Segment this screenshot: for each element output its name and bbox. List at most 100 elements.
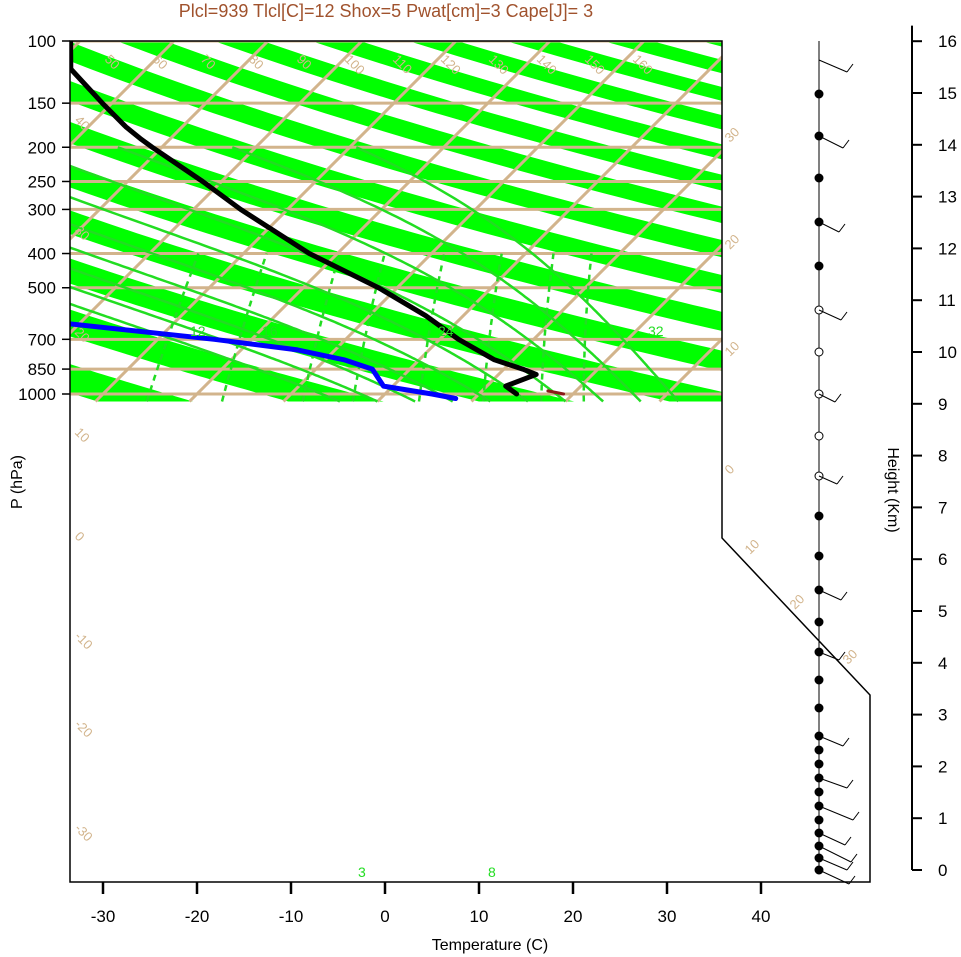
wind-barb-flag <box>840 591 848 601</box>
temperature-tick-label: -20 <box>185 907 210 926</box>
wind-barb-flag <box>850 853 858 863</box>
wind-barb-flag <box>846 63 854 73</box>
mixing-ratio-line <box>351 253 386 402</box>
mixing-ratio-label: 32 <box>648 323 664 339</box>
adiabat-band <box>0 41 2 402</box>
mixing-ratio-line <box>145 253 200 402</box>
height-tick-label: 13 <box>938 188 957 207</box>
height-tick-label: 11 <box>938 291 956 310</box>
wind-barb-flag <box>834 393 842 403</box>
wind-barb <box>818 857 848 871</box>
wind-barb <box>818 135 844 149</box>
x-axis-label: Temperature (C) <box>432 937 548 954</box>
wind-level-marker <box>814 511 824 521</box>
mixing-ratio-line <box>301 253 341 402</box>
wind-barb-flag <box>846 779 854 789</box>
temperature-tick-label: 30 <box>658 907 677 926</box>
wind-level-marker <box>814 551 824 561</box>
wind-level-marker <box>814 261 824 271</box>
isotherm-line <box>376 41 740 403</box>
wind-level-marker <box>814 89 824 99</box>
isotherm-line <box>70 41 270 403</box>
height-tick-label: 6 <box>938 550 947 569</box>
wind-barb-profile <box>814 41 860 885</box>
temperature-tick-label: 0 <box>380 907 389 926</box>
y-axis-label: P (hPa) <box>9 455 26 509</box>
isotherm-line <box>70 41 176 403</box>
mixing-ratio-label: 16 <box>262 323 278 339</box>
wind-level-marker <box>814 431 824 441</box>
wind-barb-flag <box>842 737 850 747</box>
mixing-ratio-line <box>582 253 593 402</box>
adiabat-label: -20 <box>72 717 96 741</box>
sounding-profiles <box>70 41 566 401</box>
wind-level-marker <box>814 745 824 755</box>
adiabat-label: -10 <box>72 629 96 653</box>
pressure-tick-label: 500 <box>28 279 56 298</box>
adiabat-label: -30 <box>72 821 96 845</box>
moist-adiabat-line <box>70 146 529 403</box>
isotherm-label-right: 20 <box>722 231 743 252</box>
temperature-tick-label: 20 <box>564 907 583 926</box>
height-tick-label: 3 <box>938 706 947 725</box>
wind-level-marker <box>814 787 824 797</box>
moist-adiabat-line <box>231 146 642 403</box>
height-tick-label: 16 <box>938 32 957 51</box>
height-tick-label: 4 <box>938 654 947 673</box>
wind-level-marker <box>814 675 824 685</box>
pressure-tick-label: 700 <box>28 330 56 349</box>
height-tick-label: 14 <box>938 136 957 155</box>
plot-frame <box>69 40 871 883</box>
wind-barb <box>818 475 838 485</box>
wind-barb-flag <box>838 223 846 233</box>
temperature-tick-label: -30 <box>91 907 116 926</box>
temperature-tick-label: 10 <box>470 907 489 926</box>
wind-barb-flag <box>840 311 848 321</box>
wind-barb <box>818 869 850 885</box>
wind-barb <box>818 735 844 747</box>
mixing-ratio-line <box>481 253 503 402</box>
moist-adiabat-line <box>117 146 604 403</box>
pressure-tick-label: 400 <box>28 245 56 264</box>
wind-barb-flag <box>836 475 844 485</box>
pressure-axis: 100 150 200 250 300 400 500 700 850 1000 <box>18 32 70 404</box>
moist-adiabat-line <box>70 146 454 403</box>
wind-barb <box>818 845 852 863</box>
mixing-ratio-line <box>539 253 555 402</box>
dewpoint-profile <box>70 41 459 401</box>
pressure-tick-label: 250 <box>28 172 56 191</box>
mixing-ratio-label: 3 <box>358 864 366 880</box>
wind-barb <box>818 589 842 601</box>
wind-level-marker <box>814 617 824 627</box>
wind-barb <box>818 59 848 73</box>
mixing-ratio-label: 12 <box>190 323 206 339</box>
wind-level-marker <box>814 815 824 825</box>
wind-level-marker <box>814 703 824 713</box>
pressure-tick-label: 1000 <box>18 385 56 404</box>
pressure-tick-label: 300 <box>28 200 56 219</box>
temperature-axis: -30 -20 -10 0 10 20 30 40 <box>91 882 770 926</box>
wind-barb-flag <box>848 875 856 885</box>
isotherm-label-right: 30 <box>722 124 743 145</box>
wind-barb-flag <box>852 811 860 821</box>
wind-barb-flag <box>838 651 846 661</box>
mixing-ratio-label: 24 <box>438 323 454 339</box>
moist-adiabat-line <box>70 146 416 403</box>
adiabat-label: 10 <box>72 425 93 446</box>
height-tick-label: 5 <box>938 602 947 621</box>
moist-adiabat-line <box>70 146 491 403</box>
wind-level-marker <box>814 759 824 769</box>
isotherm-line <box>752 41 870 403</box>
moist-adiabat-line <box>70 146 379 403</box>
isotherm-label-right: 10 <box>722 338 743 359</box>
wind-level-marker <box>814 347 824 357</box>
height-tick-label: 0 <box>938 861 947 880</box>
chart-title: Plcl=939 Tlcl[C]=12 Shox=5 Pwat[cm]=3 Ca… <box>179 1 593 21</box>
plot-area: 50 60 70 80 90 100 110 120 130 140 150 160403020100… <box>0 40 871 883</box>
isotherm-line <box>94 41 458 403</box>
temperature-profile <box>70 41 539 397</box>
wind-barb <box>818 805 854 821</box>
height-tick-label: 15 <box>938 84 957 103</box>
wind-barb <box>818 832 846 846</box>
